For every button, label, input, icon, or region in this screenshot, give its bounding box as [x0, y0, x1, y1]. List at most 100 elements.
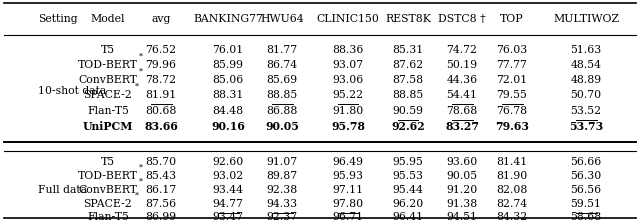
Text: 83.27: 83.27	[445, 120, 479, 131]
Text: 90.05: 90.05	[265, 120, 299, 131]
Text: 85.31: 85.31	[392, 45, 424, 55]
Text: T5: T5	[101, 45, 115, 55]
Text: DSTC8 †: DSTC8 †	[438, 14, 486, 24]
Text: 78.72: 78.72	[145, 75, 177, 85]
Text: 89.87: 89.87	[266, 171, 298, 181]
Text: 54.41: 54.41	[447, 90, 477, 100]
Text: MULTIWOZ: MULTIWOZ	[553, 14, 619, 24]
Text: 92.62: 92.62	[391, 120, 425, 131]
Text: 96.20: 96.20	[392, 199, 424, 209]
Text: 78.68: 78.68	[446, 106, 477, 116]
Text: 56.30: 56.30	[570, 171, 602, 181]
Text: 87.56: 87.56	[145, 199, 177, 209]
Text: CLINIC150: CLINIC150	[317, 14, 380, 24]
Text: 92.37: 92.37	[266, 212, 298, 221]
Text: 82.74: 82.74	[497, 199, 527, 209]
Text: 88.31: 88.31	[212, 90, 244, 100]
Text: 96.41: 96.41	[392, 212, 424, 221]
Text: 95.44: 95.44	[392, 185, 424, 195]
Text: UniPCM: UniPCM	[83, 120, 133, 131]
Text: Flan-T5: Flan-T5	[87, 212, 129, 221]
Text: *: *	[138, 53, 143, 61]
Text: 90.16: 90.16	[211, 120, 245, 131]
Text: 44.36: 44.36	[447, 75, 477, 85]
Text: 53.52: 53.52	[570, 106, 602, 116]
Text: 97.80: 97.80	[332, 199, 364, 209]
Text: Setting: Setting	[38, 14, 77, 24]
Text: 92.38: 92.38	[266, 185, 298, 195]
Text: Model: Model	[91, 14, 125, 24]
Text: 94.51: 94.51	[447, 212, 477, 221]
Text: 59.51: 59.51	[570, 199, 602, 209]
Text: 79.63: 79.63	[495, 120, 529, 131]
Text: 85.99: 85.99	[212, 60, 243, 70]
Text: 95.22: 95.22	[332, 90, 364, 100]
Text: Full data: Full data	[38, 185, 87, 195]
Text: 97.11: 97.11	[332, 185, 364, 195]
Text: 81.77: 81.77	[266, 45, 298, 55]
Text: 72.01: 72.01	[497, 75, 527, 85]
Text: 93.47: 93.47	[212, 212, 243, 221]
Text: ConvBERT: ConvBERT	[79, 185, 138, 195]
Text: 95.93: 95.93	[333, 171, 364, 181]
Text: *: *	[138, 178, 143, 186]
Text: 87.62: 87.62	[392, 60, 424, 70]
Text: 91.80: 91.80	[332, 106, 364, 116]
Text: 92.60: 92.60	[212, 157, 244, 167]
Text: 76.52: 76.52	[145, 45, 177, 55]
Text: BANKING77: BANKING77	[193, 14, 263, 24]
Text: 94.33: 94.33	[266, 199, 298, 209]
Text: 86.17: 86.17	[145, 185, 177, 195]
Text: 48.89: 48.89	[570, 75, 602, 85]
Text: 88.36: 88.36	[332, 45, 364, 55]
Text: 86.74: 86.74	[266, 60, 298, 70]
Text: 91.38: 91.38	[446, 199, 477, 209]
Text: 88.85: 88.85	[392, 90, 424, 100]
Text: ConvBERT: ConvBERT	[79, 75, 138, 85]
Text: *: *	[138, 68, 143, 76]
Text: 95.95: 95.95	[392, 157, 424, 167]
Text: 94.77: 94.77	[212, 199, 243, 209]
Text: TOD-BERT: TOD-BERT	[78, 171, 138, 181]
Text: 48.54: 48.54	[570, 60, 602, 70]
Text: 96.49: 96.49	[333, 157, 364, 167]
Text: *: *	[138, 164, 143, 171]
Text: REST8K: REST8K	[385, 14, 431, 24]
Text: 81.90: 81.90	[497, 171, 527, 181]
Text: 81.41: 81.41	[497, 157, 527, 167]
Text: 56.66: 56.66	[570, 157, 602, 167]
Text: 86.88: 86.88	[266, 106, 298, 116]
Text: 84.48: 84.48	[212, 106, 244, 116]
Text: 88.85: 88.85	[266, 90, 298, 100]
Text: 93.44: 93.44	[212, 185, 243, 195]
Text: 77.77: 77.77	[497, 60, 527, 70]
Text: 10-shot data: 10-shot data	[38, 86, 106, 96]
Text: 50.19: 50.19	[447, 60, 477, 70]
Text: 50.70: 50.70	[570, 90, 602, 100]
Text: 56.56: 56.56	[570, 185, 602, 195]
Text: 91.20: 91.20	[446, 185, 477, 195]
Text: 76.01: 76.01	[212, 45, 244, 55]
Text: 96.71: 96.71	[332, 212, 364, 221]
Text: 85.43: 85.43	[145, 171, 177, 181]
Text: 84.32: 84.32	[497, 212, 527, 221]
Text: 95.53: 95.53	[392, 171, 424, 181]
Text: HWU64: HWU64	[260, 14, 304, 24]
Text: 83.66: 83.66	[144, 120, 178, 131]
Text: Flan-T5: Flan-T5	[87, 106, 129, 116]
Text: 91.07: 91.07	[266, 157, 298, 167]
Text: 76.78: 76.78	[497, 106, 527, 116]
Text: *: *	[134, 192, 139, 200]
Text: TOP: TOP	[500, 14, 524, 24]
Text: 87.58: 87.58	[392, 75, 424, 85]
Text: TOD-BERT: TOD-BERT	[78, 60, 138, 70]
Text: SPACE-2: SPACE-2	[84, 90, 132, 100]
Text: 85.06: 85.06	[212, 75, 244, 85]
Text: 74.72: 74.72	[447, 45, 477, 55]
Text: 85.69: 85.69	[266, 75, 298, 85]
Text: 86.99: 86.99	[145, 212, 177, 221]
Text: *: *	[134, 83, 139, 91]
Text: avg: avg	[151, 14, 171, 24]
Text: 53.73: 53.73	[569, 120, 603, 131]
Text: 90.05: 90.05	[447, 171, 477, 181]
